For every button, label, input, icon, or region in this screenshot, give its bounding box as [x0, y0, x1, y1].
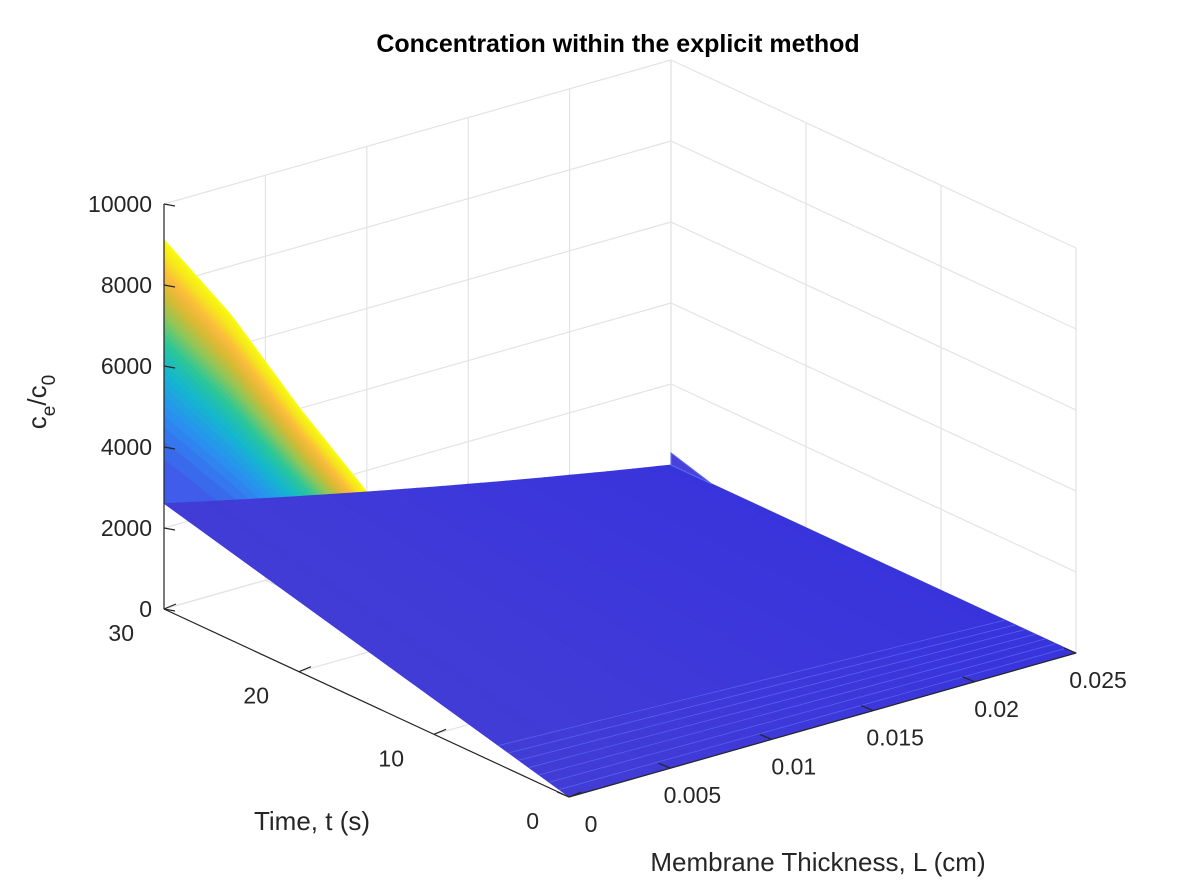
- axis-lines: [163, 203, 1077, 798]
- z-tick-label-0: 0: [139, 596, 152, 622]
- t-tick-label-3: 30: [108, 620, 134, 646]
- z-label-base: c: [22, 416, 52, 429]
- surface-mesh-line-3: [538, 638, 1046, 776]
- z-tick-0: [163, 608, 176, 612]
- x-tick-1: [658, 762, 671, 769]
- t-tick-label-1: 10: [378, 745, 404, 771]
- z-tick-label-2: 4000: [101, 434, 152, 460]
- x-tick-label-2: 0.01: [771, 753, 816, 779]
- surface-mesh-line-5: [518, 629, 1026, 761]
- xz-wall-grid-z-5: [163, 59, 672, 205]
- back-pane-tz: [671, 60, 1076, 653]
- z-tick-label-4: 8000: [101, 272, 152, 298]
- z-label-sub1: e: [39, 406, 60, 417]
- x-tick-label-0: 0: [585, 811, 598, 837]
- x-tick-3: [860, 705, 874, 712]
- x-tick-label-5: 0.025: [1069, 667, 1127, 693]
- x-axis-line: [568, 652, 1077, 798]
- x-tick-4: [962, 676, 975, 683]
- z-tick-3: [163, 365, 176, 369]
- x-tick-label-1: 0.005: [664, 782, 722, 808]
- tick-labels: 00.0050.010.0150.020.0250102030020004000…: [88, 191, 1127, 837]
- surface-mesh: [163, 239, 1078, 798]
- surface-mesh-line-6: [508, 624, 1016, 754]
- tz-wall-grid-z-4: [670, 140, 1077, 330]
- tz-wall-grid-z-2: [670, 302, 1077, 492]
- z-tick-4: [163, 284, 176, 288]
- t-tick-2: [298, 666, 312, 673]
- t-axis-line: [163, 608, 570, 798]
- z-tick-label-3: 6000: [101, 353, 152, 379]
- x-axis-label: Membrane Thickness, L (cm): [650, 847, 985, 877]
- tz-wall-grid-z-3: [670, 221, 1077, 411]
- xz-wall-grid-z-4: [163, 140, 672, 286]
- t-tick-label-2: 20: [243, 683, 269, 709]
- x-tick-0: [556, 791, 570, 798]
- z-tick-label-5: 10000: [88, 191, 152, 217]
- z-label-mid: /c: [22, 385, 52, 405]
- z-axis-label: ce/c0: [22, 375, 60, 429]
- t-tick-3: [163, 603, 177, 610]
- y-axis-label: Time, t (s): [254, 806, 370, 836]
- surface-mesh-line-1: [559, 647, 1066, 790]
- z-tick-5: [163, 203, 176, 207]
- x-tick-5: [1063, 647, 1077, 654]
- z-tick-label-1: 2000: [101, 515, 152, 541]
- surface-far-tip: [670, 451, 712, 485]
- t-tick-0: [568, 791, 582, 798]
- z-tick-1: [163, 527, 176, 531]
- x-tick-label-3: 0.015: [866, 725, 924, 751]
- z-label-sub2: 0: [39, 375, 60, 386]
- x-tick-label-4: 0.02: [974, 696, 1019, 722]
- surface-mesh-line-4: [528, 633, 1036, 768]
- z-tick-2: [163, 446, 176, 450]
- t-tick-1: [433, 728, 447, 735]
- tz-wall-grid-z-5: [670, 59, 1077, 249]
- surface-mesh-line-2: [549, 643, 1056, 783]
- x-tick-2: [759, 733, 773, 740]
- t-tick-label-0: 0: [526, 808, 539, 834]
- surface-mesh-line-7: [498, 619, 1006, 746]
- tz-wall-grid-z-1: [670, 383, 1077, 573]
- chart-title: Concentration within the explicit method: [376, 30, 859, 58]
